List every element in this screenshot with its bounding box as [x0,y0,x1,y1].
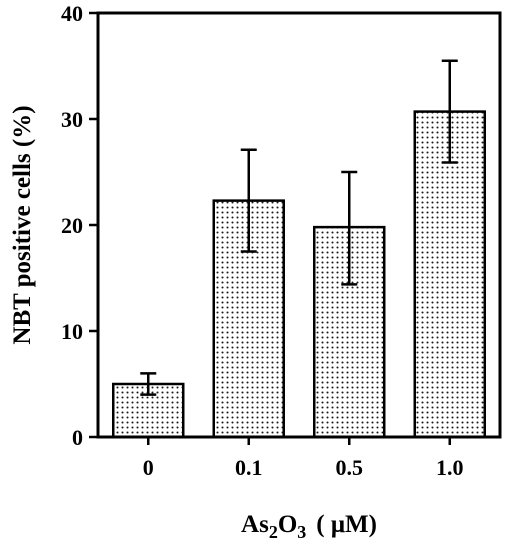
x-axis-title-sub1: 2 [269,522,278,542]
y-tick-label: 10 [61,319,83,344]
y-tick-label: 40 [61,1,83,26]
x-tick-label: 0 [143,455,154,480]
error-bars [140,59,458,396]
y-axis-title: NBT positive cells (%) [9,105,36,344]
error-bar-0.1 [240,148,257,253]
x-tick-label: 1.0 [436,455,464,480]
x-axis-title: As2O3 ( μM) [241,511,377,542]
y-axis: 0 10 20 30 40 [61,1,98,450]
bars [112,110,486,439]
x-axis: 0 0.1 0.5 1.0 [143,437,464,480]
x-axis-title-sub2: 3 [297,522,306,542]
x-axis-title-unit: ( μM) [316,511,377,538]
x-tick-label: 0.5 [336,455,364,480]
y-tick-label: 0 [72,425,83,450]
error-bar-1.0 [441,59,458,164]
x-tick-label: 0.1 [235,455,263,480]
y-tick-label: 20 [61,213,83,238]
x-axis-title-as: As [241,511,269,538]
error-bar-0.5 [341,170,358,286]
error-bar-0 [140,372,157,396]
y-tick-label: 30 [61,107,83,132]
bar-1.0 [413,110,486,439]
x-axis-title-o: O [278,511,297,538]
